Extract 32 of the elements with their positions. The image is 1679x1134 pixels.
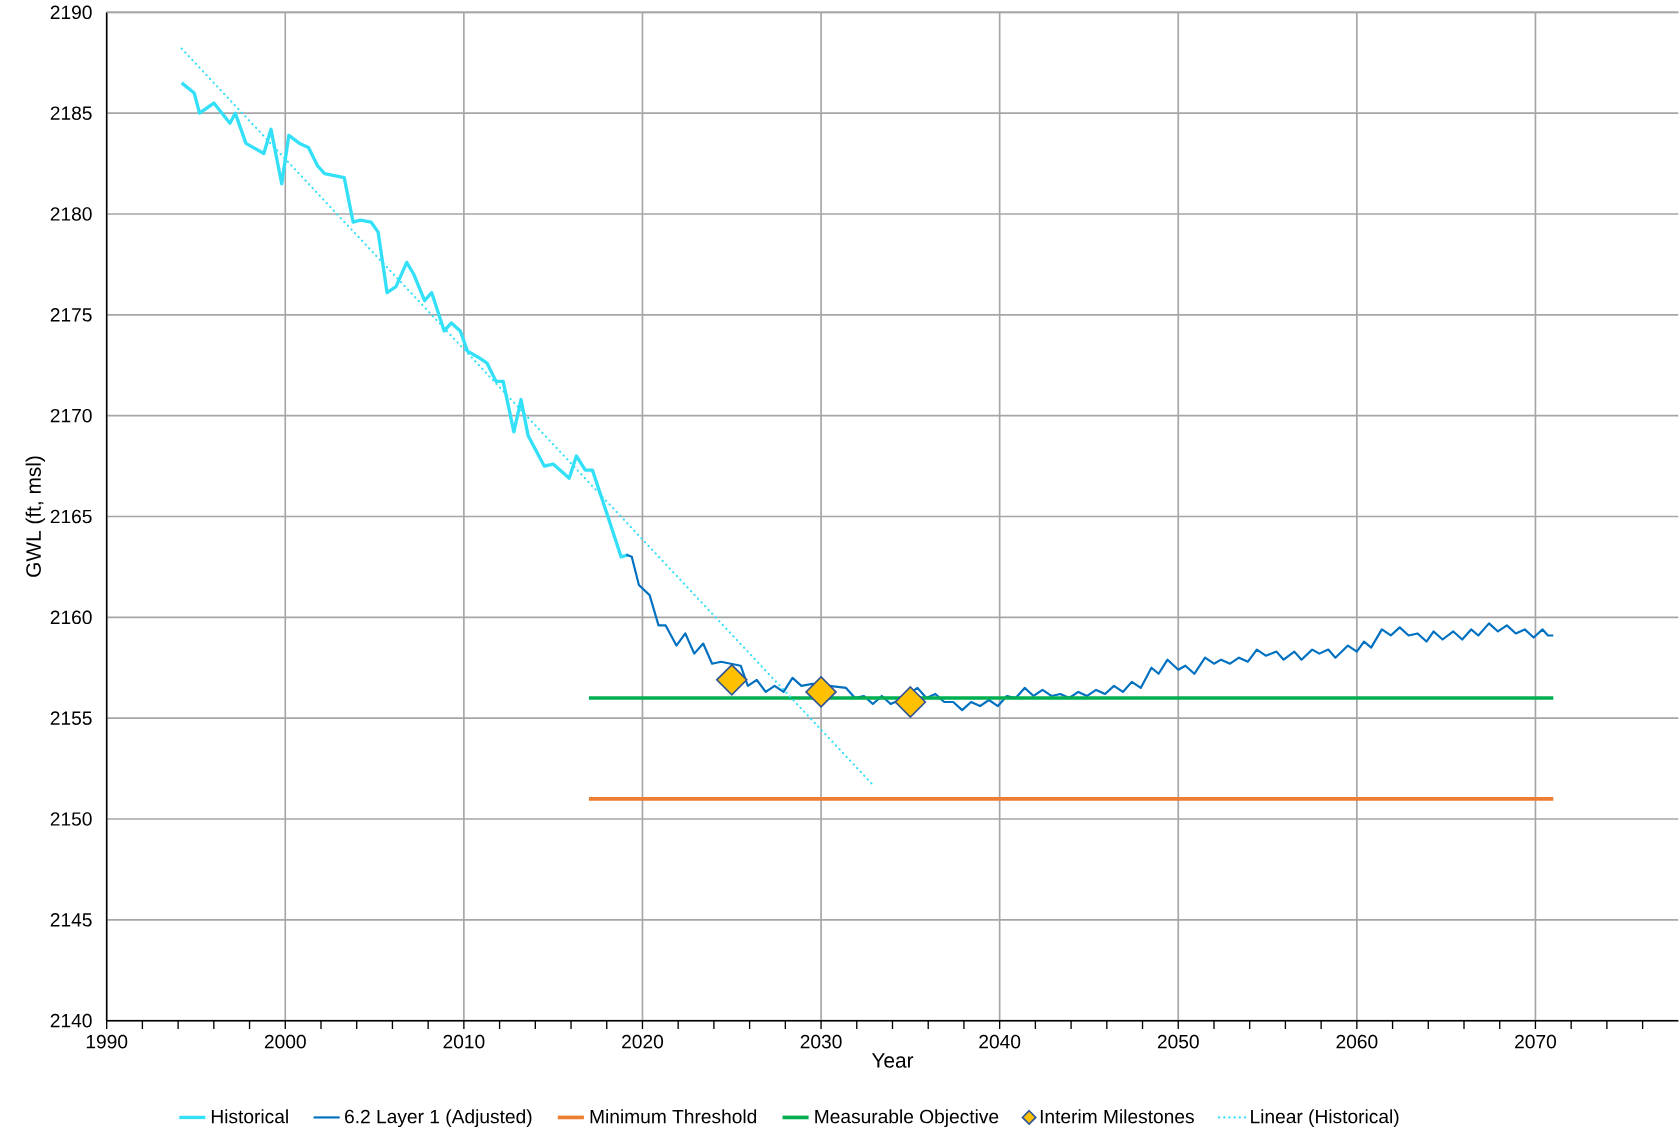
legend-label: Historical — [211, 1109, 288, 1124]
y-tick-label: 2155 — [50, 711, 92, 725]
x-tick-label: 2030 — [800, 1034, 842, 1049]
x-tick-label: 2010 — [443, 1034, 485, 1049]
y-tick-label: 2160 — [50, 610, 92, 625]
x-tick-label: 2070 — [1515, 1034, 1556, 1049]
line-series — [625, 553, 1555, 712]
y-tick-label: 2180 — [50, 207, 92, 221]
y-tick-label: 2165 — [50, 509, 92, 524]
legend-label: Interim Milestones — [1040, 1109, 1194, 1124]
y-tick-label: 2175 — [50, 308, 92, 322]
x-axis-title: Year — [871, 1053, 914, 1068]
y-tick-label: 2190 — [50, 5, 92, 20]
x-tick-label: 2050 — [1157, 1034, 1199, 1049]
legend-label: 6.2 Layer 1 (Adjusted) — [345, 1109, 532, 1128]
y-tick-label: 2170 — [50, 408, 92, 423]
y-tick-label: 2145 — [50, 913, 92, 927]
legend-label: Minimum Threshold — [590, 1109, 757, 1124]
point — [894, 686, 927, 718]
x-tick-label: 2060 — [1336, 1034, 1378, 1049]
y-tick-label: 2185 — [50, 106, 92, 120]
y-tick-label: 2150 — [50, 812, 92, 826]
y-axis-title: GWL (ft, msl) — [25, 456, 46, 577]
x-tick-label: 2020 — [622, 1034, 664, 1049]
y-tick-label: 2140 — [50, 1013, 92, 1028]
point — [805, 676, 837, 708]
x-tick-label: 2040 — [979, 1034, 1021, 1049]
legend-label: Linear (Historical) — [1251, 1109, 1399, 1128]
legend-label: Measurable Objective — [815, 1109, 999, 1128]
point — [715, 664, 748, 696]
x-tick-label: 1990 — [86, 1034, 128, 1049]
x-tick-label: 2000 — [264, 1034, 306, 1049]
